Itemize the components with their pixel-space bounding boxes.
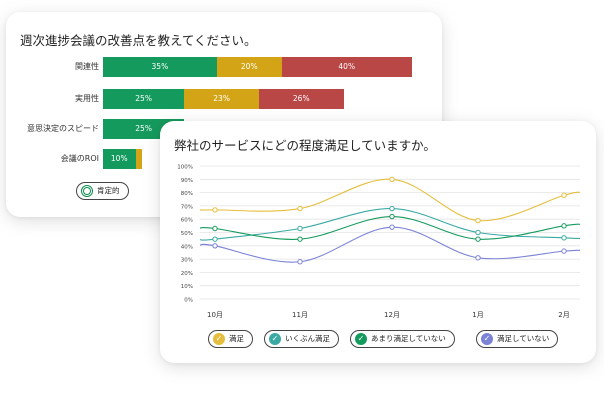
- x-tick-label: 12月: [384, 311, 400, 319]
- bar-row-label: 意思決定のスピード: [27, 124, 99, 133]
- satisfaction-card: 弊社のサービスにどの程度満足していますか。 0% 10% 20% 30% 40% 50% 6…: [160, 121, 596, 363]
- y-tick-label: 60%: [181, 218, 193, 224]
- legend-item[interactable]: ✓ 満足: [208, 330, 253, 348]
- bar-segment: [135, 149, 142, 169]
- data-point: [561, 248, 567, 254]
- data-point: [389, 213, 395, 220]
- legend-label: いくぶん満足: [285, 334, 330, 343]
- check-circle-icon: ✓: [481, 333, 493, 345]
- bar-segment: 20%: [216, 57, 282, 77]
- survey-title: 週次進捗会議の改善点を教えてください。: [20, 33, 257, 48]
- y-tick-label: 80%: [181, 191, 193, 197]
- y-tick-label: 0%: [184, 298, 193, 304]
- legend-item-positive[interactable]: 肯定的: [76, 182, 129, 200]
- y-tick-label: 90%: [181, 178, 193, 184]
- data-point: [475, 217, 481, 224]
- legend-item[interactable]: ✓ 満足していない: [476, 330, 559, 348]
- bar-row: 関連性 35% 20% 40%: [6, 57, 442, 77]
- legend-label: 満足: [229, 334, 244, 343]
- check-circle-icon: ✓: [213, 333, 225, 345]
- data-point: [297, 236, 303, 242]
- bar-segment: 23%: [184, 89, 259, 109]
- y-tick-label: 70%: [181, 204, 193, 210]
- bar-row-label: 実用性: [75, 94, 99, 103]
- bar-segment: 25%: [103, 89, 185, 109]
- legend-item[interactable]: ✓ いくぶん満足: [264, 330, 339, 348]
- data-point: [475, 236, 481, 242]
- y-tick-label: 10%: [181, 284, 193, 290]
- data-point: [212, 236, 218, 242]
- bar-segment: 10%: [103, 149, 136, 169]
- data-point: [389, 205, 395, 212]
- bar-row: 実用性 25% 23% 26%: [6, 89, 442, 109]
- bar-row-label: 関連性: [75, 62, 99, 71]
- bar-segment: 40%: [281, 57, 412, 77]
- x-tick-label: 10月: [207, 311, 223, 319]
- data-point: [475, 255, 481, 261]
- satisfaction-title: 弊社のサービスにどの程度満足していますか。: [174, 138, 436, 153]
- data-point: [212, 225, 218, 232]
- legend-label: あまり満足していない: [371, 334, 446, 343]
- x-tick-label: 11月: [292, 311, 308, 319]
- x-tick-label: 2月: [558, 311, 569, 319]
- data-point: [389, 176, 395, 182]
- data-point: [475, 229, 481, 236]
- smile-icon: [81, 185, 93, 197]
- survey-card: 週次進捗会議の改善点を教えてください。 関連性 35% 20% 40% 実用性 25% 23…: [6, 12, 442, 217]
- legend-label: 満足していない: [497, 334, 550, 343]
- y-tick-label: 20%: [181, 271, 193, 277]
- data-point: [561, 223, 567, 229]
- data-point: [297, 205, 303, 212]
- satisfaction-line-chart: 0% 10% 20% 30% 40% 50% 60% 70% 80% 90% 100% 10月 11月 1…: [177, 165, 581, 319]
- y-tick-label: 100%: [177, 165, 193, 171]
- series-line: [199, 178, 581, 222]
- data-point: [561, 192, 567, 198]
- data-point: [212, 207, 218, 213]
- legend-item[interactable]: ✓ あまり満足していない: [350, 330, 455, 348]
- check-circle-icon: ✓: [355, 333, 367, 345]
- bar-row-label: 会議のROI: [60, 154, 99, 163]
- bar-segment: 26%: [259, 89, 344, 109]
- data-point: [297, 225, 303, 232]
- y-tick-label: 40%: [181, 244, 193, 250]
- x-tick-label: 1月: [472, 311, 483, 319]
- data-point: [389, 224, 395, 230]
- bar-row: 会議のROI 10%: [6, 149, 442, 169]
- bar-segment: 35%: [103, 57, 217, 77]
- data-point: [212, 243, 218, 249]
- data-point: [561, 235, 567, 241]
- check-circle-icon: ✓: [269, 333, 281, 345]
- data-point: [297, 259, 303, 265]
- legend-label: 肯定的: [97, 186, 120, 195]
- y-tick-label: 50%: [181, 231, 193, 237]
- y-tick-label: 30%: [181, 258, 193, 264]
